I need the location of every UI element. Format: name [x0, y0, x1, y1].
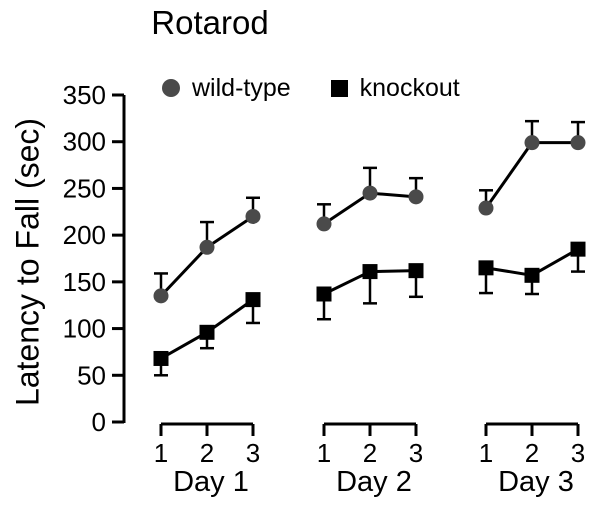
trial-label: 3 [246, 438, 260, 468]
day-label: Day 2 [336, 466, 412, 498]
y-tick-label: 0 [92, 407, 106, 437]
y-tick-label: 350 [63, 80, 106, 110]
trial-label: 1 [317, 438, 331, 468]
day-label: Day 3 [498, 466, 574, 498]
knockout-data-point [199, 324, 215, 340]
trial-label: 2 [200, 438, 214, 468]
trial-label: 2 [363, 438, 377, 468]
knockout-data-point [153, 350, 169, 366]
knockout-data-point [316, 286, 332, 302]
knockout-data-point [478, 260, 494, 276]
knockout-data-point [408, 263, 424, 279]
trial-label: 3 [409, 438, 423, 468]
trial-label: 3 [571, 438, 585, 468]
wild-type-data-point [524, 135, 540, 151]
trial-label: 2 [525, 438, 539, 468]
knockout-square-marker-icon [330, 79, 348, 97]
wild-type-data-point [408, 189, 424, 205]
knockout-data-point [524, 267, 540, 283]
day-label: Day 1 [173, 466, 249, 498]
legend-label-wild-type: wild-type [192, 73, 291, 102]
knockout-data-point [362, 264, 378, 280]
wild-type-data-point [362, 185, 378, 201]
y-tick-label: 250 [63, 173, 106, 203]
trial-label: 1 [154, 438, 168, 468]
knockout-data-point [570, 241, 586, 257]
legend-label-knockout: knockout [359, 73, 460, 102]
series-line [484, 141, 578, 209]
y-axis-label: Latency to Fall (sec) [9, 117, 46, 407]
y-tick-label: 50 [77, 360, 106, 390]
y-tick-label: 100 [63, 314, 106, 344]
wild-type-circle-marker-icon [162, 79, 180, 97]
wild-type-data-point [478, 200, 494, 216]
wild-type-data-point [153, 288, 169, 304]
wild-type-data-point [316, 216, 332, 232]
y-tick-label: 150 [63, 267, 106, 297]
knockout-data-point [245, 292, 261, 308]
y-tick-label: 300 [63, 127, 106, 157]
chart-legend: wild-type knockout [162, 73, 460, 102]
wild-type-data-point [245, 208, 261, 224]
wild-type-data-point [570, 135, 586, 151]
trial-label: 1 [479, 438, 493, 468]
y-tick-label: 200 [63, 220, 106, 250]
chart-title: Rotarod [151, 4, 269, 41]
wild-type-data-point [199, 239, 215, 255]
